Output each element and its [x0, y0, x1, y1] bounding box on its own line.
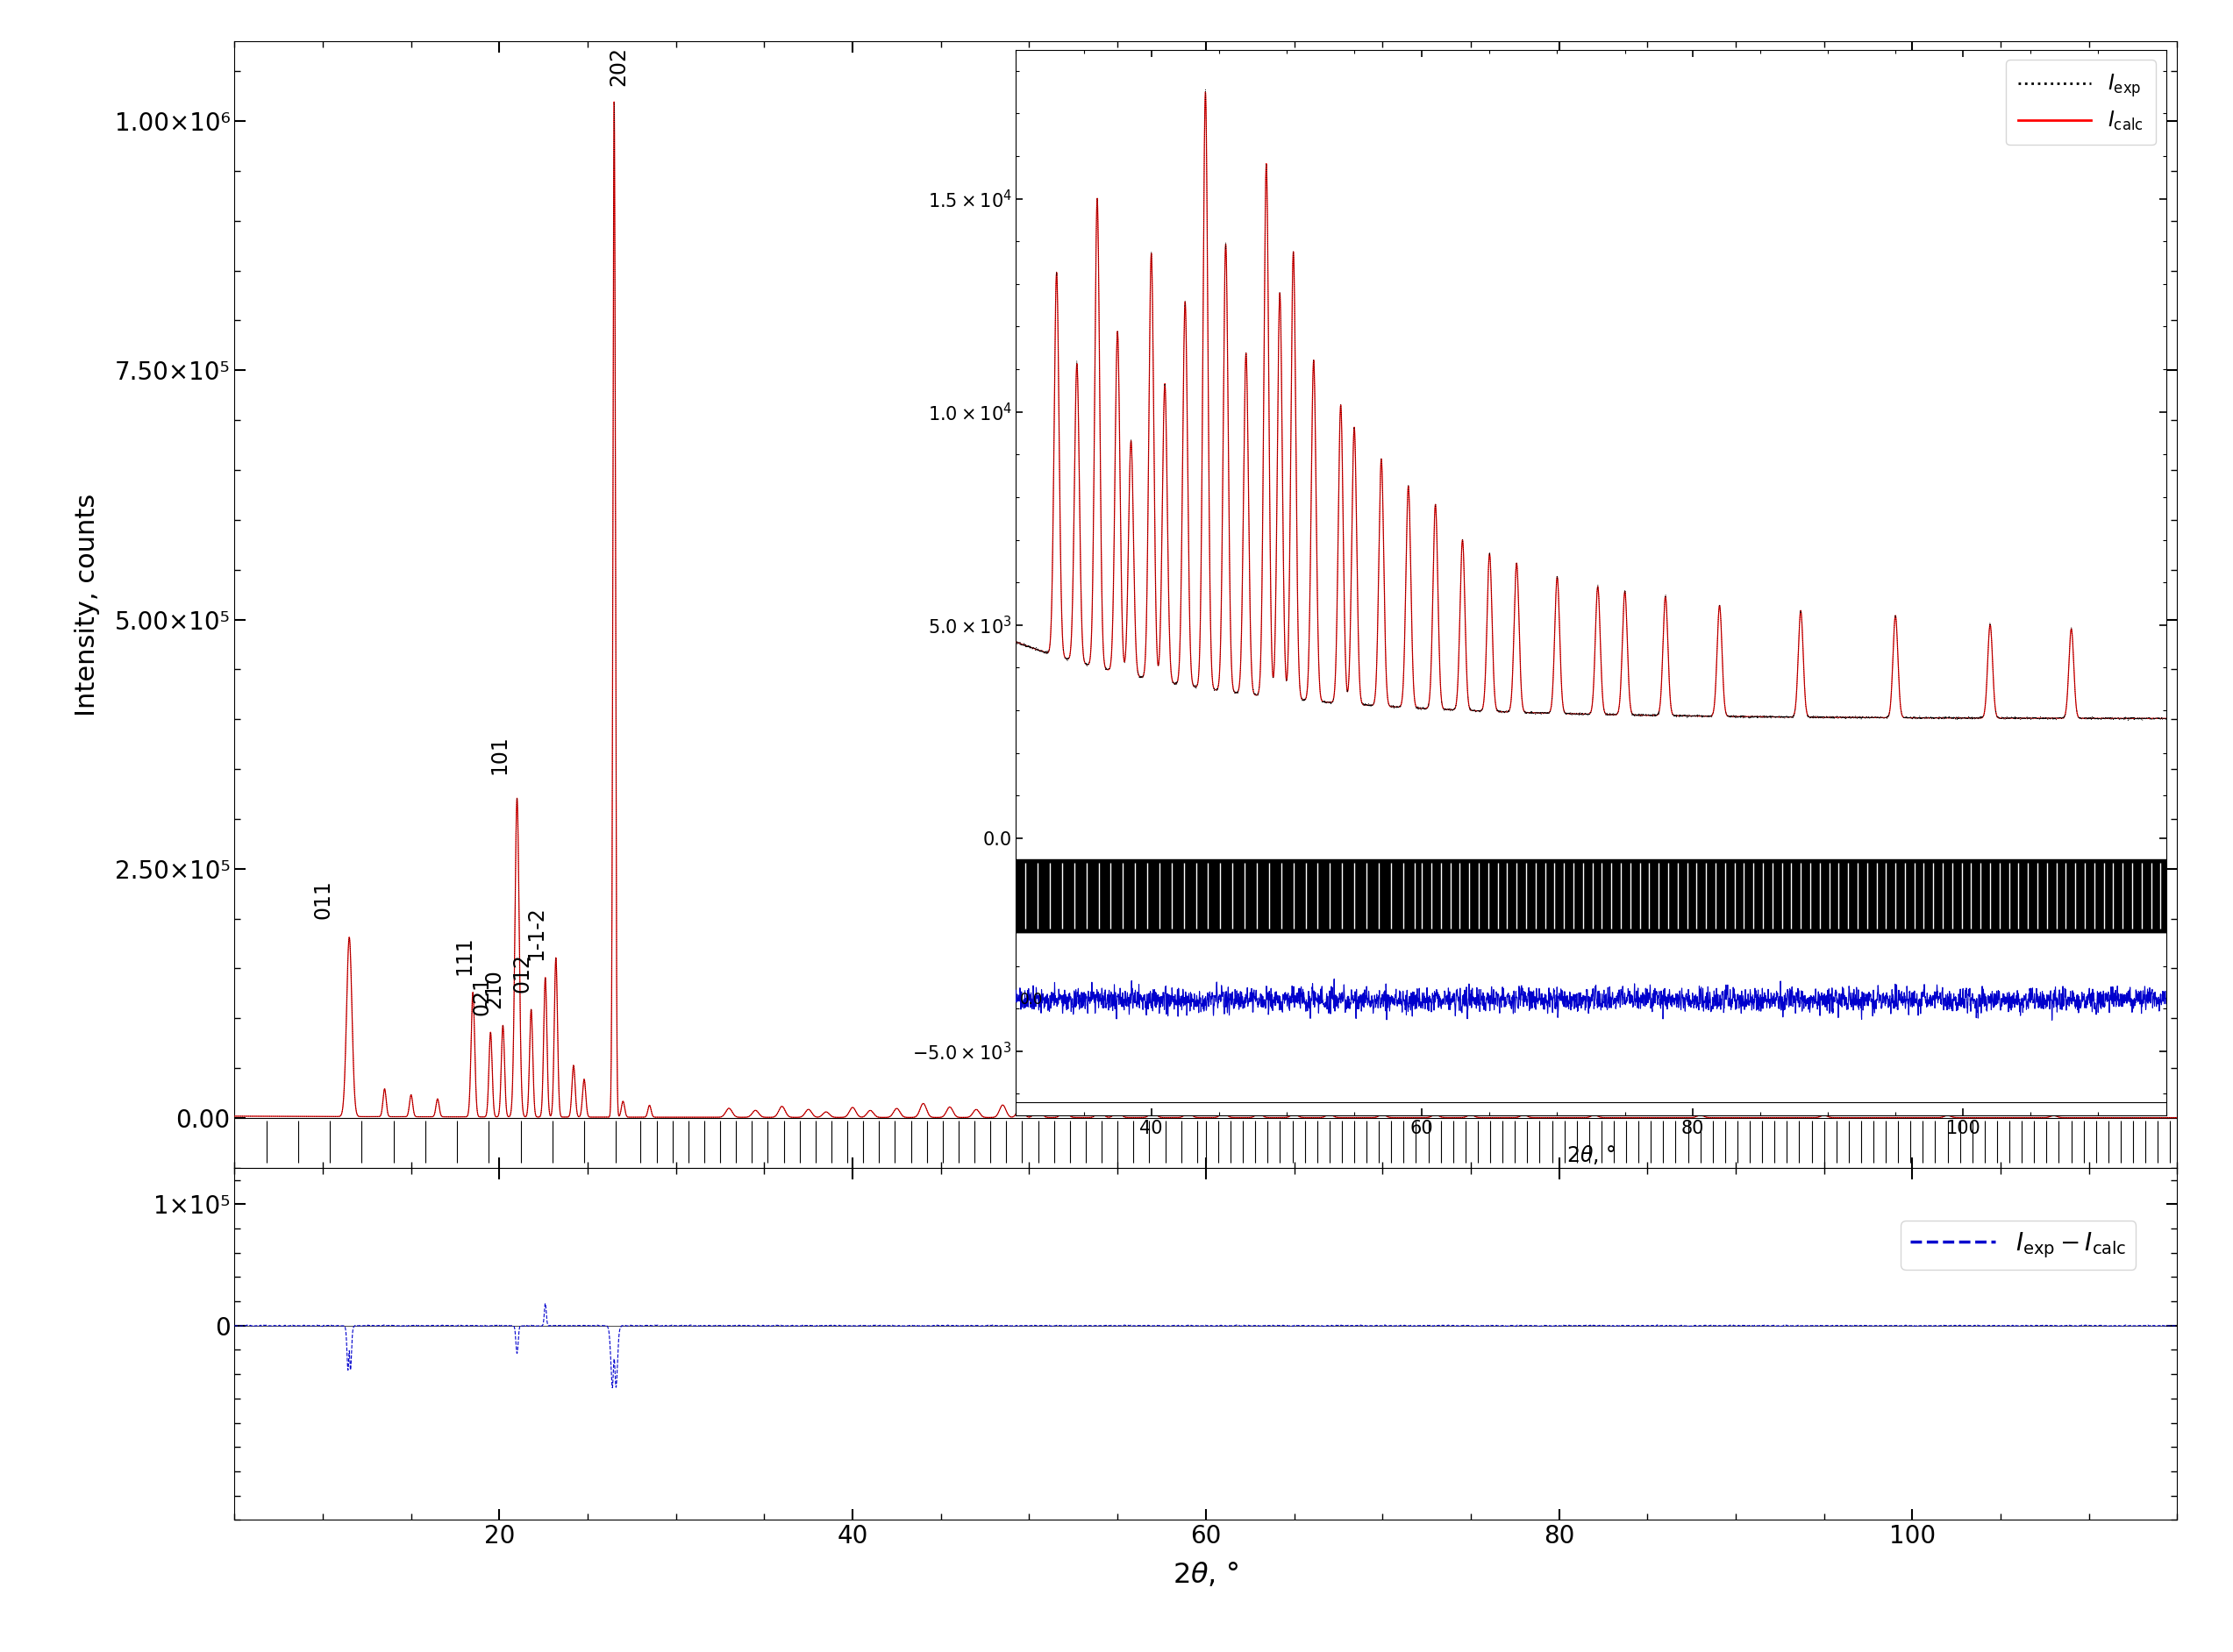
Y-axis label: Intensity, counts: Intensity, counts	[74, 492, 100, 715]
Text: 101: 101	[489, 735, 509, 775]
Legend: $I_{\rm exp}$, $I_{\rm calc}$: $I_{\rm exp}$, $I_{\rm calc}$	[2005, 59, 2155, 145]
Text: 0.0: 0.0	[1020, 993, 1043, 1008]
X-axis label: $2\theta$, °: $2\theta$, °	[1172, 1561, 1239, 1589]
Text: 021: 021	[471, 976, 491, 1016]
Text: 202: 202	[607, 46, 630, 86]
Legend: $I_{\rm exp} - I_{\rm calc}$: $I_{\rm exp} - I_{\rm calc}$	[1900, 1221, 2135, 1270]
Text: 012: 012	[511, 953, 534, 993]
Text: 111: 111	[453, 937, 476, 975]
X-axis label: $2\theta$, °: $2\theta$, °	[1565, 1143, 1617, 1166]
Text: 210: 210	[485, 970, 505, 1008]
Text: 011: 011	[313, 879, 333, 919]
Text: 1-1-2: 1-1-2	[527, 907, 547, 960]
